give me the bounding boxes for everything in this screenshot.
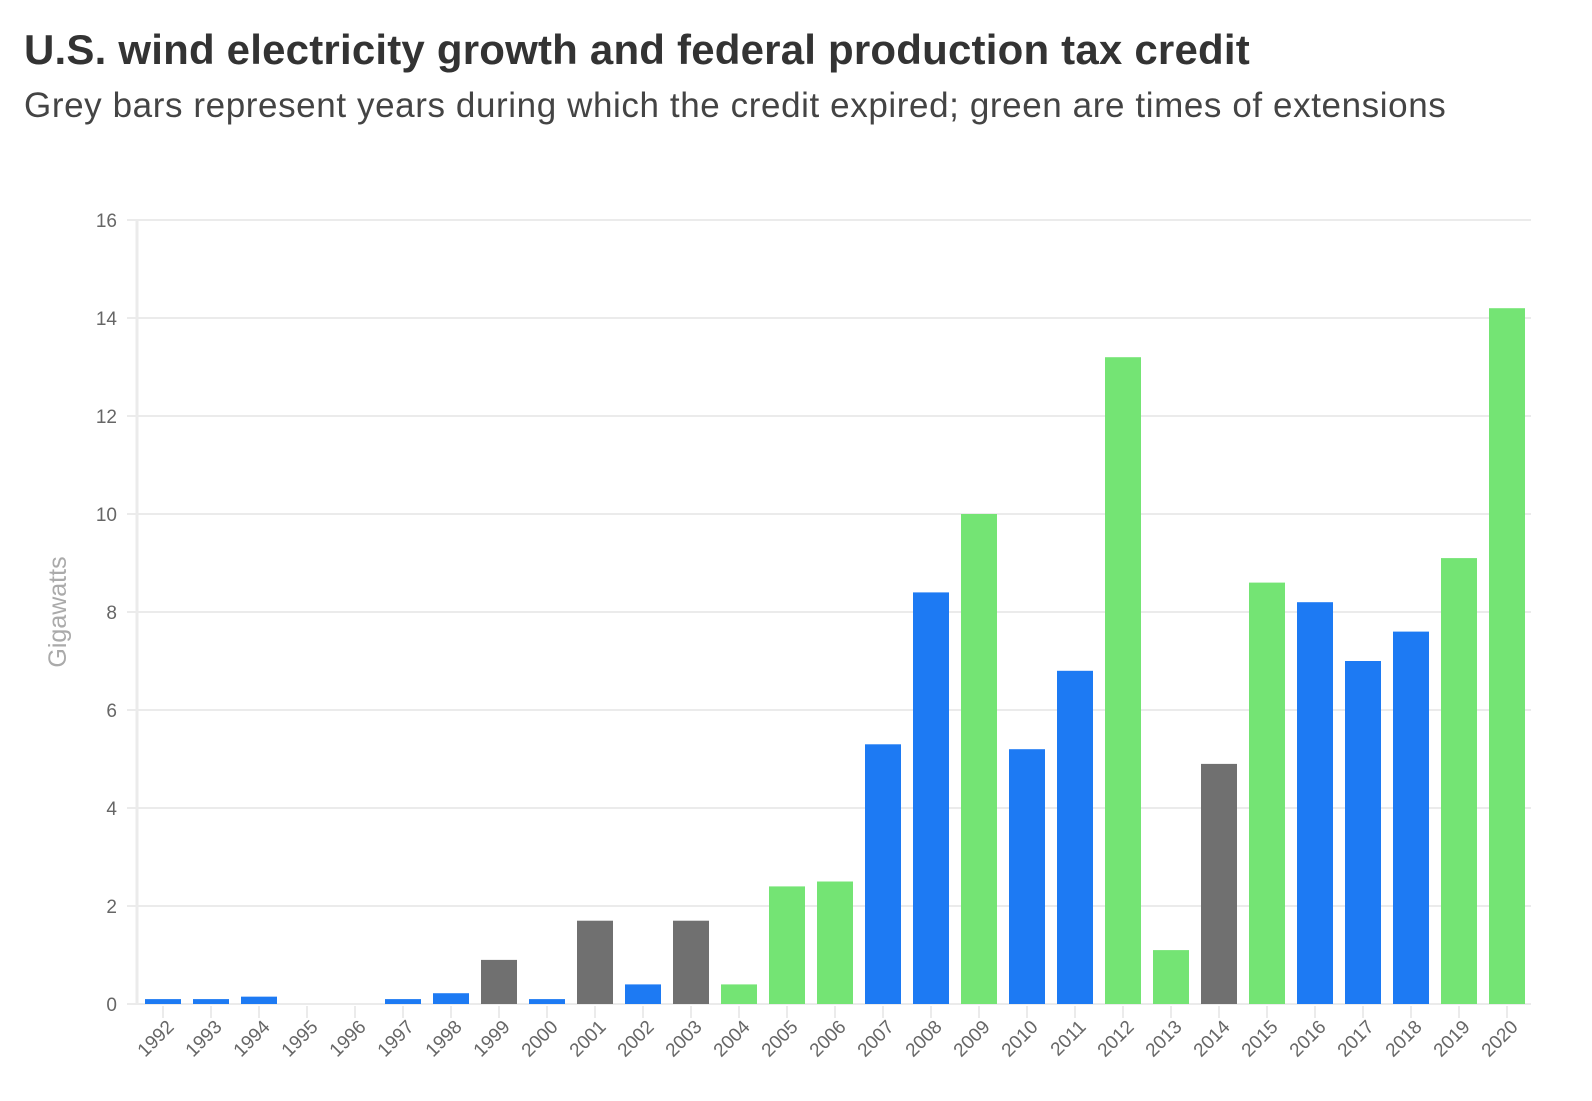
y-tick-label: 10 — [96, 505, 117, 526]
x-tick-label: 2017 — [1334, 1017, 1379, 1062]
x-axis-ticks: 1992 1993 1994 1995 1996 1997 1998 1999 2000 2001… — [134, 1006, 1523, 1061]
bar-2015[interactable] — [1249, 582, 1285, 1004]
x-tick-label: 2014 — [1190, 1016, 1235, 1061]
y-tick-label: 8 — [106, 603, 117, 624]
bar-2012[interactable] — [1105, 357, 1141, 1004]
x-tick-label: 2002 — [614, 1017, 659, 1062]
chart-title: U.S. wind electricity growth and federal… — [24, 26, 1250, 73]
y-tick-label: 14 — [96, 309, 118, 330]
bar-1997[interactable] — [385, 999, 421, 1004]
x-tick-label: 1999 — [470, 1017, 515, 1062]
bar-2020[interactable] — [1489, 308, 1525, 1004]
y-tick-label: 4 — [106, 799, 117, 820]
bar-2016[interactable] — [1297, 602, 1333, 1004]
y-tick-label: 16 — [96, 211, 117, 232]
bar-1994[interactable] — [241, 996, 277, 1004]
bar-2001[interactable] — [577, 920, 613, 1004]
x-tick-label: 1994 — [230, 1016, 275, 1061]
bar-2009[interactable] — [961, 514, 997, 1004]
x-tick-label: 2006 — [806, 1017, 851, 1062]
bars — [145, 308, 1525, 1004]
bar-2018[interactable] — [1393, 631, 1429, 1004]
x-tick-label: 1992 — [134, 1017, 179, 1062]
x-tick-label: 2004 — [710, 1016, 755, 1061]
x-tick-label: 2008 — [902, 1017, 947, 1062]
bar-2013[interactable] — [1153, 950, 1189, 1004]
bar-2006[interactable] — [817, 881, 853, 1005]
bar-2007[interactable] — [865, 744, 901, 1004]
bar-1998[interactable] — [433, 993, 469, 1004]
bar-1993[interactable] — [193, 999, 229, 1004]
bar-2011[interactable] — [1057, 670, 1093, 1004]
bar-2003[interactable] — [673, 920, 709, 1004]
bar-2005[interactable] — [769, 886, 805, 1004]
bar-2010[interactable] — [1009, 749, 1045, 1004]
bar-2008[interactable] — [913, 592, 949, 1004]
x-tick-label: 2015 — [1238, 1017, 1283, 1062]
bar-1992[interactable] — [145, 999, 181, 1004]
x-tick-label: 2009 — [950, 1017, 995, 1062]
bar-2000[interactable] — [529, 999, 565, 1004]
y-tick-label: 0 — [106, 995, 117, 1016]
bar-2002[interactable] — [625, 984, 661, 1004]
x-tick-label: 2019 — [1430, 1017, 1475, 1062]
x-tick-label: 1996 — [326, 1017, 371, 1062]
x-tick-label: 1998 — [422, 1017, 467, 1062]
bar-1999[interactable] — [481, 959, 517, 1004]
x-tick-label: 2000 — [518, 1017, 563, 1062]
x-tick-label: 2013 — [1142, 1017, 1187, 1062]
y-tick-label: 12 — [96, 407, 117, 428]
x-tick-label: 2010 — [998, 1017, 1043, 1062]
bar-2019[interactable] — [1441, 558, 1477, 1004]
y-tick-label: 2 — [106, 897, 117, 918]
x-tick-label: 2005 — [758, 1017, 803, 1062]
bar-2014[interactable] — [1201, 763, 1237, 1004]
y-axis-title: Gigawatts — [44, 556, 72, 667]
x-tick-label: 2018 — [1382, 1017, 1427, 1062]
x-tick-label: 2016 — [1286, 1017, 1331, 1062]
x-tick-label: 1995 — [278, 1017, 323, 1062]
bar-2017[interactable] — [1345, 661, 1381, 1004]
x-tick-label: 2020 — [1478, 1017, 1523, 1062]
x-tick-label: 1997 — [374, 1017, 419, 1062]
y-tick-label: 6 — [106, 701, 117, 722]
chart-subtitle: Grey bars represent years during which t… — [24, 86, 1447, 125]
x-tick-label: 2003 — [662, 1017, 707, 1062]
y-axis-ticks: 0 2 4 6 8 10 12 14 16 — [96, 211, 118, 1016]
x-tick-label: 2001 — [566, 1017, 611, 1062]
x-tick-label: 1993 — [182, 1017, 227, 1062]
x-tick-label: 2011 — [1047, 1017, 1091, 1061]
bar-2004[interactable] — [721, 984, 757, 1004]
x-tick-label: 2007 — [854, 1017, 899, 1062]
x-tick-label: 2012 — [1094, 1017, 1139, 1062]
